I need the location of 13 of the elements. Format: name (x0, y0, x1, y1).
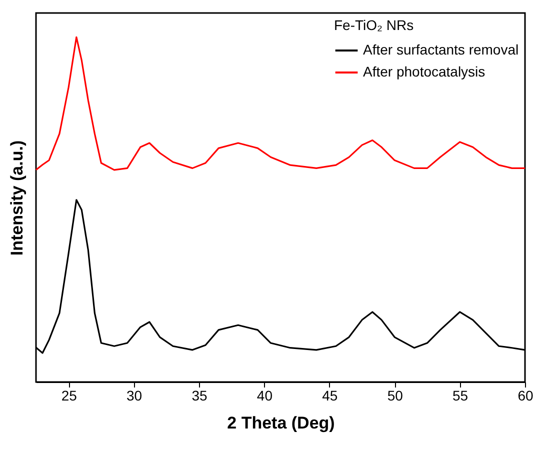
x-tick-label: 40 (256, 388, 273, 404)
legend-label: After photocatalysis (363, 64, 486, 80)
x-tick-label: 45 (322, 388, 338, 404)
x-tick-label: 55 (452, 388, 468, 404)
y-axis-title: Intensity (a.u.) (8, 140, 26, 256)
x-tick-label: 60 (518, 388, 534, 404)
legend-label: After surfactants removal (363, 42, 519, 58)
x-tick-label: 30 (126, 388, 142, 404)
x-tick-label: 35 (192, 388, 208, 404)
x-tick-label: 50 (387, 388, 404, 404)
x-axis-title: 2 Theta (Deg) (227, 414, 335, 432)
legend-title: Fe-TiO₂ NRs (334, 17, 414, 33)
x-tick-label: 25 (61, 388, 78, 404)
